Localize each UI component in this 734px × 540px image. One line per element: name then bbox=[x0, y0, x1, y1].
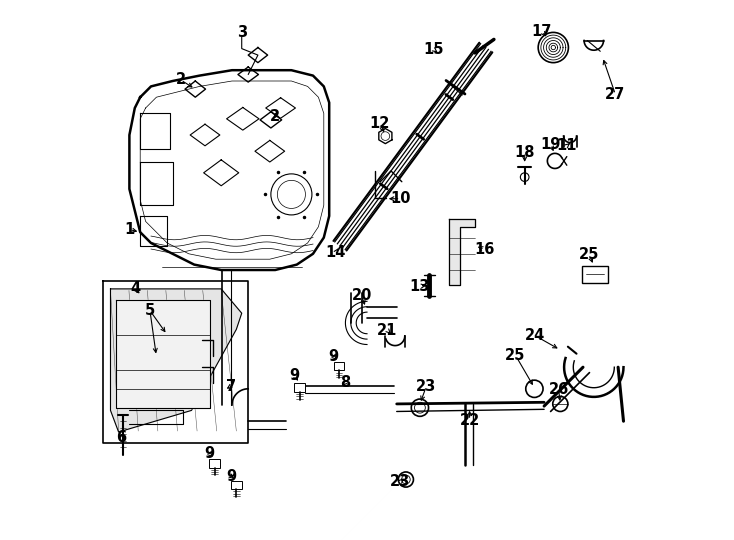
Text: 24: 24 bbox=[526, 328, 545, 343]
Text: 9: 9 bbox=[204, 446, 214, 461]
Text: 4: 4 bbox=[131, 281, 141, 296]
Text: 25: 25 bbox=[579, 247, 600, 262]
Text: 22: 22 bbox=[459, 413, 480, 428]
Text: 17: 17 bbox=[531, 24, 552, 39]
Text: 10: 10 bbox=[390, 191, 411, 206]
Text: 20: 20 bbox=[352, 288, 372, 303]
Text: 3: 3 bbox=[236, 25, 247, 40]
Text: 25: 25 bbox=[505, 348, 526, 363]
Text: 16: 16 bbox=[475, 242, 495, 257]
Polygon shape bbox=[111, 289, 241, 432]
Text: 15: 15 bbox=[424, 42, 444, 57]
Text: 8: 8 bbox=[341, 375, 351, 390]
Polygon shape bbox=[103, 281, 248, 443]
Text: 2: 2 bbox=[175, 72, 186, 87]
Text: 26: 26 bbox=[548, 382, 569, 397]
Text: 11: 11 bbox=[556, 138, 577, 153]
Text: 27: 27 bbox=[606, 87, 625, 102]
Bar bbox=[231, 481, 241, 489]
Text: 19: 19 bbox=[540, 137, 561, 152]
Bar bbox=[294, 383, 305, 392]
Text: 14: 14 bbox=[325, 245, 346, 260]
Text: 7: 7 bbox=[226, 379, 236, 394]
Text: 12: 12 bbox=[370, 116, 390, 131]
Text: 23: 23 bbox=[416, 379, 437, 394]
Text: 1: 1 bbox=[124, 222, 134, 237]
Text: 9: 9 bbox=[290, 368, 299, 383]
Text: 13: 13 bbox=[410, 279, 430, 294]
Text: 2: 2 bbox=[270, 109, 280, 124]
Polygon shape bbox=[116, 300, 211, 408]
Text: 9: 9 bbox=[226, 469, 236, 484]
Text: 23: 23 bbox=[390, 474, 410, 489]
Bar bbox=[333, 362, 344, 370]
Text: 21: 21 bbox=[377, 323, 398, 338]
Polygon shape bbox=[129, 70, 330, 270]
Bar bbox=[209, 459, 220, 468]
Text: 9: 9 bbox=[328, 349, 338, 364]
Bar bbox=[582, 266, 608, 283]
Text: 6: 6 bbox=[116, 430, 126, 445]
Polygon shape bbox=[449, 219, 475, 285]
Text: 5: 5 bbox=[145, 303, 155, 318]
Text: 18: 18 bbox=[515, 145, 535, 160]
